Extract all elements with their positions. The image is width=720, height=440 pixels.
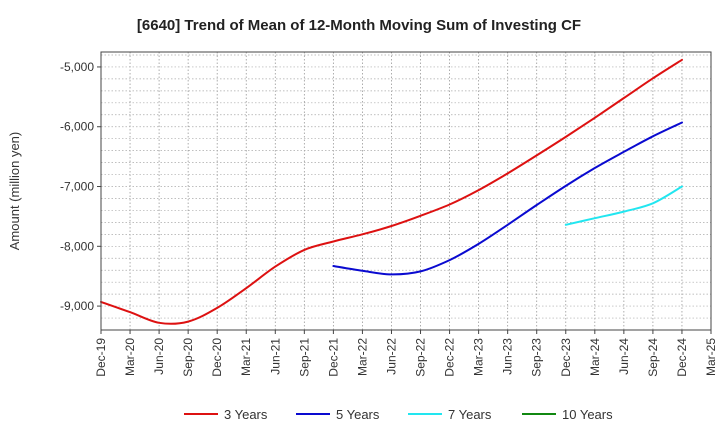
plot-area xyxy=(101,52,711,330)
y-axis-label: Amount (million yen) xyxy=(7,132,22,251)
series-line-5-years xyxy=(332,121,683,276)
x-tick-label: Dec-24 xyxy=(675,338,689,377)
x-tick-label: Mar-25 xyxy=(704,338,718,376)
y-tick-label: -5,000 xyxy=(60,60,94,74)
chart-title: [6640] Trend of Mean of 12-Month Moving … xyxy=(137,17,581,34)
series-lines xyxy=(100,58,683,325)
x-tick-label: Sep-20 xyxy=(181,338,195,377)
x-tick-label: Dec-19 xyxy=(94,338,108,377)
y-tick-label: -7,000 xyxy=(60,180,94,194)
x-tick-label: Jun-21 xyxy=(268,338,282,375)
y-tick-label: -6,000 xyxy=(60,120,94,134)
x-tick-label: Dec-20 xyxy=(210,338,224,377)
x-tick-label: Dec-22 xyxy=(443,338,457,377)
y-tick-label: -9,000 xyxy=(60,299,94,313)
x-tick-label: Sep-22 xyxy=(414,338,428,377)
x-tick-label: Jun-24 xyxy=(617,338,631,375)
x-tick-label: Mar-21 xyxy=(239,338,253,376)
x-tick-label: Dec-21 xyxy=(326,338,340,377)
legend-label-7-years: 7 Years xyxy=(448,407,492,422)
legend-label-10-years: 10 Years xyxy=(562,407,613,422)
x-tick-label: Mar-22 xyxy=(355,338,369,376)
legend-label-3-years: 3 Years xyxy=(224,407,268,422)
plot-border xyxy=(100,51,712,331)
x-axis-ticks: Dec-19 Mar-20 Jun-20 Sep-20 Dec-20 Mar-21 Jun-… xyxy=(94,330,718,377)
x-tick-label: Sep-23 xyxy=(530,338,544,377)
series-line-3-years xyxy=(100,58,683,325)
x-tick-label: Jun-22 xyxy=(384,338,398,375)
y-tick-label: -8,000 xyxy=(60,239,94,253)
grid-lines xyxy=(100,52,712,331)
legend-label-5-years: 5 Years xyxy=(336,407,380,422)
x-tick-label: Sep-24 xyxy=(646,338,660,377)
x-tick-label: Mar-23 xyxy=(472,338,486,376)
x-tick-label: Mar-20 xyxy=(123,338,137,376)
x-tick-label: Mar-24 xyxy=(588,338,602,376)
legend: 3 Years 5 Years 7 Years 10 Years xyxy=(184,407,613,422)
x-tick-label: Dec-23 xyxy=(559,338,573,377)
x-tick-label: Jun-20 xyxy=(152,338,166,375)
series-line-7-years xyxy=(564,185,683,226)
x-tick-label: Sep-21 xyxy=(297,338,311,377)
x-tick-label: Jun-23 xyxy=(501,338,515,375)
y-axis-ticks: -9,000 -8,000 -7,000 -6,000 -5,000 xyxy=(60,60,101,313)
